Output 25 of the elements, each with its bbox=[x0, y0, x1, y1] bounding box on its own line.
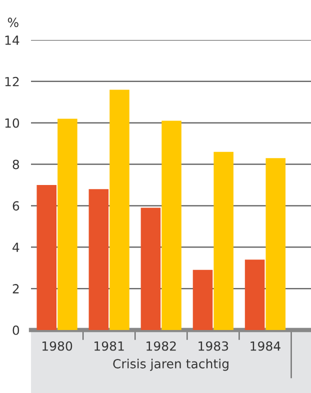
bar bbox=[58, 118, 78, 330]
x-tick-label: 1981 bbox=[94, 341, 124, 351]
y-tick-label: 2 bbox=[12, 284, 19, 294]
bar bbox=[162, 120, 182, 330]
x-axis-title: Crisis jaren tachtig bbox=[113, 358, 228, 371]
bar bbox=[110, 90, 130, 330]
bar bbox=[192, 270, 213, 330]
y-tick-label: 4 bbox=[12, 242, 20, 252]
y-tick-label: 14 bbox=[5, 36, 20, 45]
y-tick-label: 0 bbox=[12, 325, 20, 335]
x-tick-label: 1980 bbox=[42, 341, 72, 351]
y-tick-label: 12 bbox=[5, 76, 19, 86]
x-tick-label: 1984 bbox=[250, 341, 280, 351]
y-tick-label: 8 bbox=[12, 160, 20, 170]
bar bbox=[140, 208, 161, 330]
bar bbox=[88, 189, 109, 330]
bar bbox=[266, 158, 286, 330]
y-tick-label: 10 bbox=[5, 118, 20, 128]
x-tick-label: 1983 bbox=[198, 341, 228, 351]
x-tick-label: 1982 bbox=[146, 341, 176, 351]
bar bbox=[214, 152, 234, 330]
y-tick-label: 6 bbox=[12, 201, 20, 211]
y-axis-title: % bbox=[8, 18, 18, 28]
bar bbox=[244, 260, 265, 330]
bar bbox=[36, 185, 56, 330]
